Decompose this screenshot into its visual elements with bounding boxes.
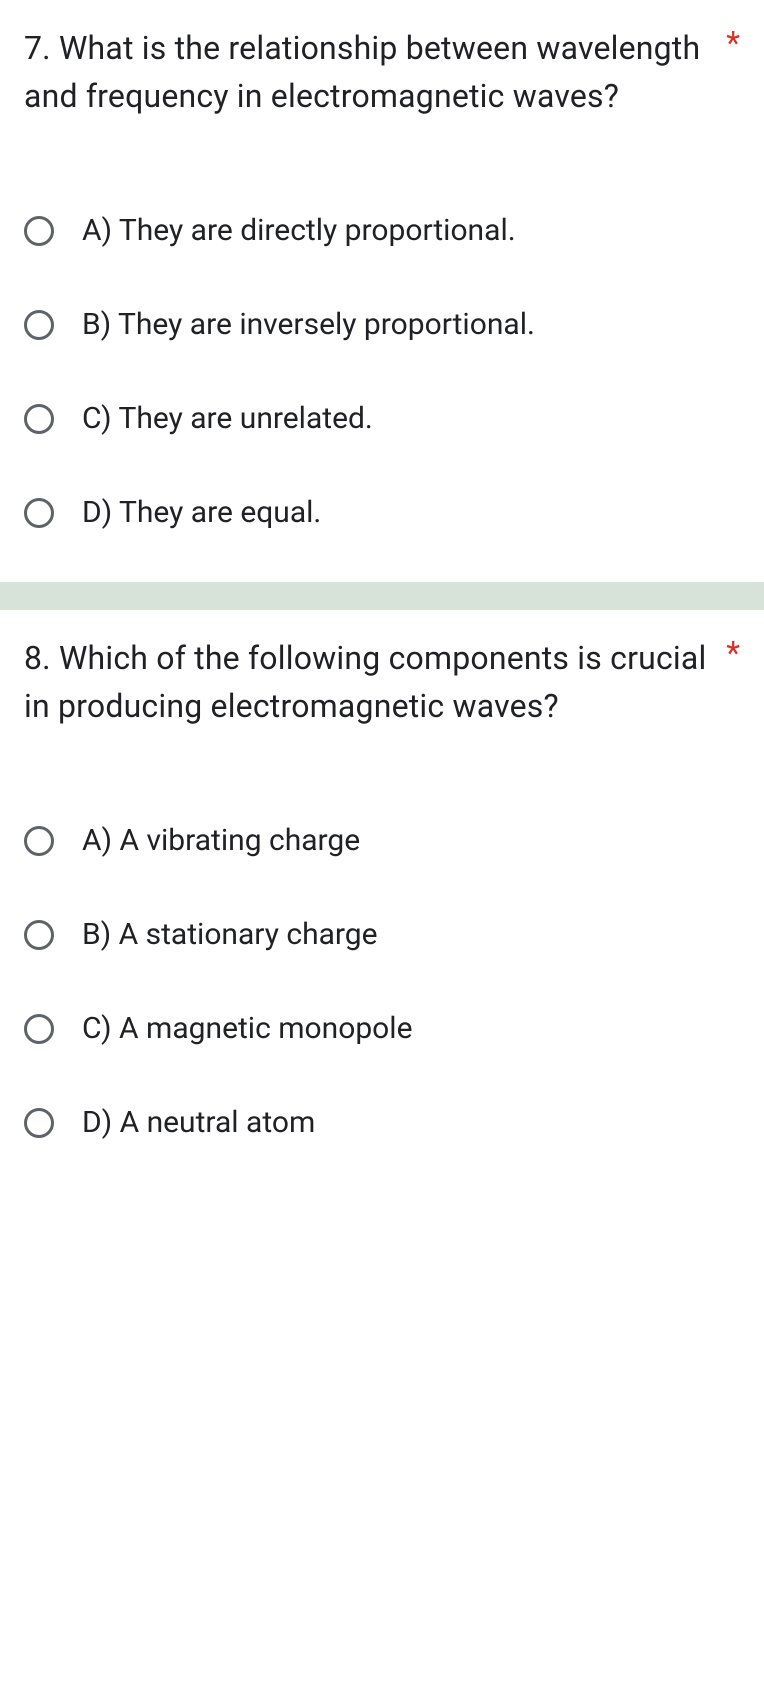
option-c[interactable]: C) A magnetic monopole <box>24 1008 740 1050</box>
option-label: C) They are unrelated. <box>82 398 373 440</box>
question-title: 7. What is the relationship between wave… <box>24 24 720 120</box>
option-d[interactable]: D) They are equal. <box>24 492 740 534</box>
option-d[interactable]: D) A neutral atom <box>24 1102 740 1144</box>
option-b[interactable]: B) They are inversely proportional. <box>24 304 740 346</box>
radio-icon <box>24 920 54 950</box>
question-7: 7. What is the relationship between wave… <box>0 0 764 582</box>
options-group: A) They are directly proportional. B) Th… <box>24 210 740 534</box>
required-asterisk: * <box>720 634 740 672</box>
radio-icon <box>24 216 54 246</box>
question-title-row: 7. What is the relationship between wave… <box>24 24 740 120</box>
question-title-row: 8. Which of the following components is … <box>24 634 740 730</box>
option-label: D) They are equal. <box>82 492 321 534</box>
required-asterisk: * <box>720 24 740 62</box>
option-c[interactable]: C) They are unrelated. <box>24 398 740 440</box>
option-label: A) They are directly proportional. <box>82 210 516 252</box>
option-b[interactable]: B) A stationary charge <box>24 914 740 956</box>
option-label: B) They are inversely proportional. <box>82 304 535 346</box>
option-label: D) A neutral atom <box>82 1102 315 1144</box>
radio-icon <box>24 826 54 856</box>
question-8: 8. Which of the following components is … <box>0 610 764 1192</box>
option-a[interactable]: A) They are directly proportional. <box>24 210 740 252</box>
radio-icon <box>24 310 54 340</box>
radio-icon <box>24 1014 54 1044</box>
radio-icon <box>24 404 54 434</box>
option-label: A) A vibrating charge <box>82 820 360 862</box>
radio-icon <box>24 498 54 528</box>
question-title: 8. Which of the following components is … <box>24 634 720 730</box>
option-a[interactable]: A) A vibrating charge <box>24 820 740 862</box>
option-label: C) A magnetic monopole <box>82 1008 413 1050</box>
options-group: A) A vibrating charge B) A stationary ch… <box>24 820 740 1144</box>
section-divider <box>0 582 764 610</box>
radio-icon <box>24 1108 54 1138</box>
option-label: B) A stationary charge <box>82 914 378 956</box>
